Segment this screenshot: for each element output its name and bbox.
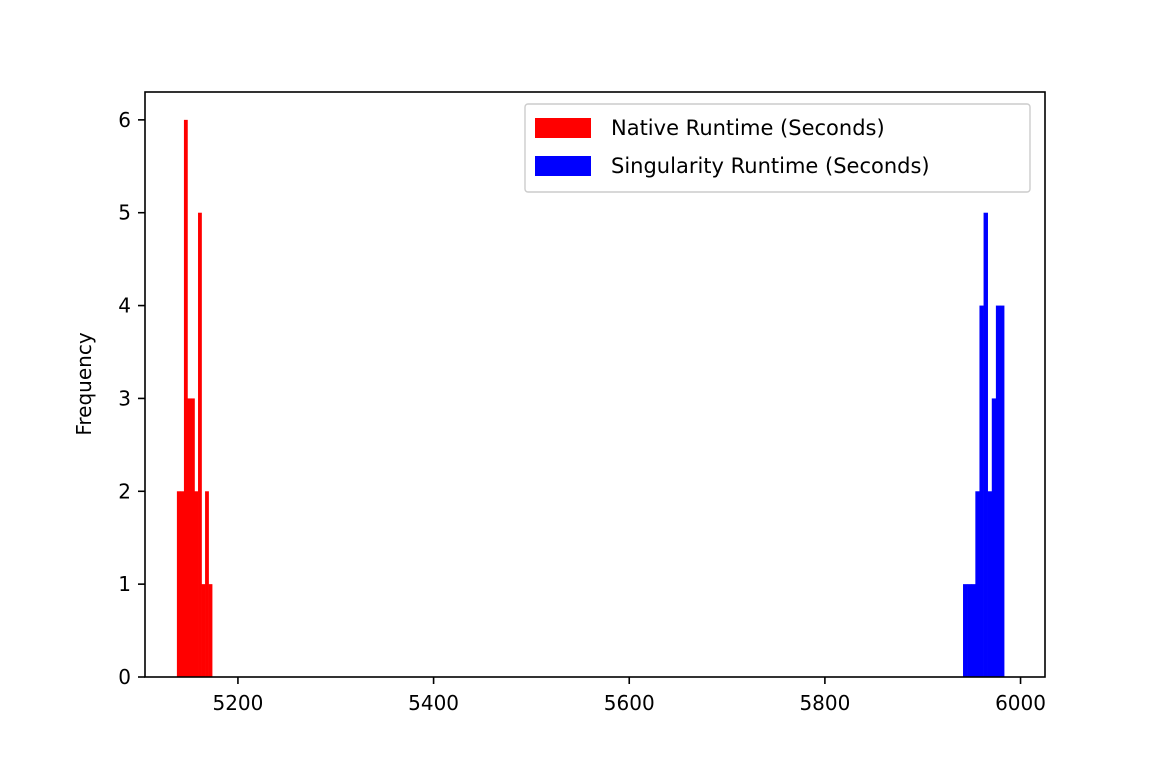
bar-series-1-bin-5 (983, 212, 988, 677)
bar-series-1-bin-6 (987, 491, 993, 677)
bar-series-0-bin-5 (194, 491, 199, 677)
bar-series-1-bin-0 (963, 584, 968, 677)
bar-series-0-bin-0 (176, 491, 181, 677)
y-tick-label: 2 (118, 479, 131, 503)
histogram-bars (176, 119, 1005, 678)
bar-series-1-bin-7 (991, 398, 997, 677)
y-tick-label: 4 (118, 294, 131, 318)
x-tick-label: 5800 (799, 691, 850, 715)
x-tick-label: 6000 (995, 691, 1046, 715)
y-tick-label: 6 (118, 108, 131, 132)
legend-swatch-0 (535, 118, 591, 138)
y-axis-label: Frequency (72, 332, 96, 435)
x-axis: 5200 5400 5600 5800 6000 (212, 677, 1046, 715)
y-tick-label: 0 (118, 665, 131, 689)
plot-frame (144, 91, 1046, 678)
bar-series-0-bin-8 (205, 491, 209, 677)
bar-series-1-bin-2 (971, 584, 976, 677)
bar-series-0-bin-2 (183, 119, 188, 678)
bar-series-0-bin-1 (180, 491, 185, 677)
legend: Native Runtime (Seconds) Singularity Runt… (524, 103, 1031, 193)
bar-series-1-bin-9 (1000, 305, 1005, 677)
bar-series-1-bin-1 (967, 584, 972, 677)
bar-series-0-bin-4 (190, 398, 195, 677)
legend-box (524, 103, 1031, 193)
bar-series-1-bin-3 (975, 491, 980, 677)
bar-series-0-bin-9 (208, 584, 213, 677)
x-tick-label: 5200 (212, 691, 263, 715)
legend-label-0: Native Runtime (Seconds) (611, 116, 885, 140)
x-tick-label: 5600 (604, 691, 655, 715)
x-tick-label: 5400 (408, 691, 459, 715)
y-tick-label: 1 (118, 572, 131, 596)
y-tick-label: 5 (118, 201, 131, 225)
y-axis: 0 1 2 3 4 5 6 (118, 108, 145, 689)
legend-swatch-1 (535, 156, 591, 176)
bar-series-0-bin-6 (198, 212, 202, 677)
bar-series-0-bin-7 (201, 584, 206, 677)
bar-series-0-bin-3 (187, 398, 192, 677)
legend-label-1: Singularity Runtime (Seconds) (611, 154, 930, 178)
y-tick-label: 3 (118, 386, 131, 410)
bar-series-1-bin-8 (995, 305, 1001, 677)
bar-series-1-bin-4 (979, 305, 984, 677)
